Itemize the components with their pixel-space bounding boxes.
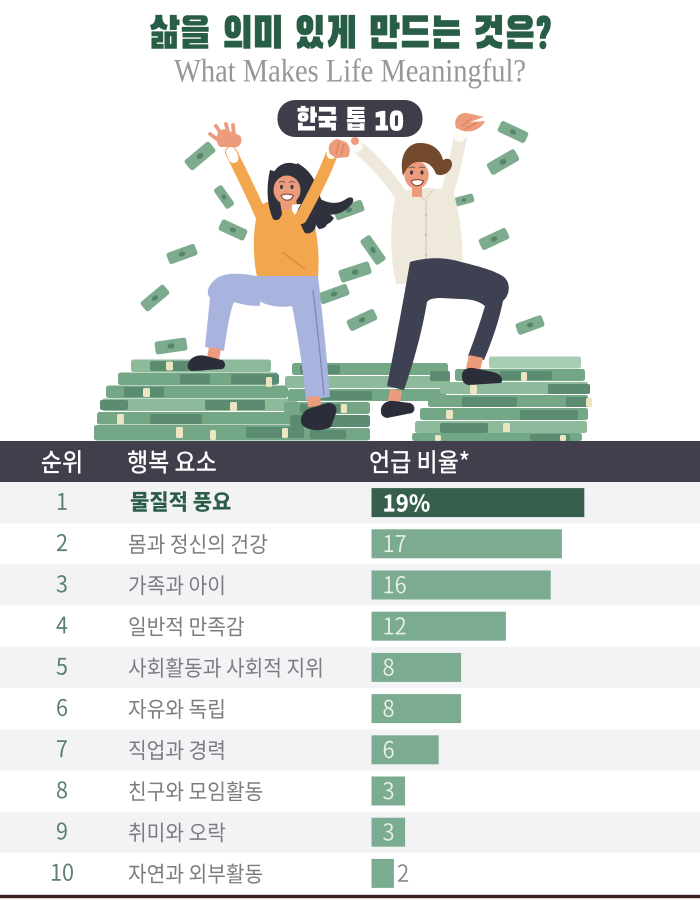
svg-text:What Makes Life Meaningful?: What Makes Life Meaningful? <box>174 54 526 90</box>
